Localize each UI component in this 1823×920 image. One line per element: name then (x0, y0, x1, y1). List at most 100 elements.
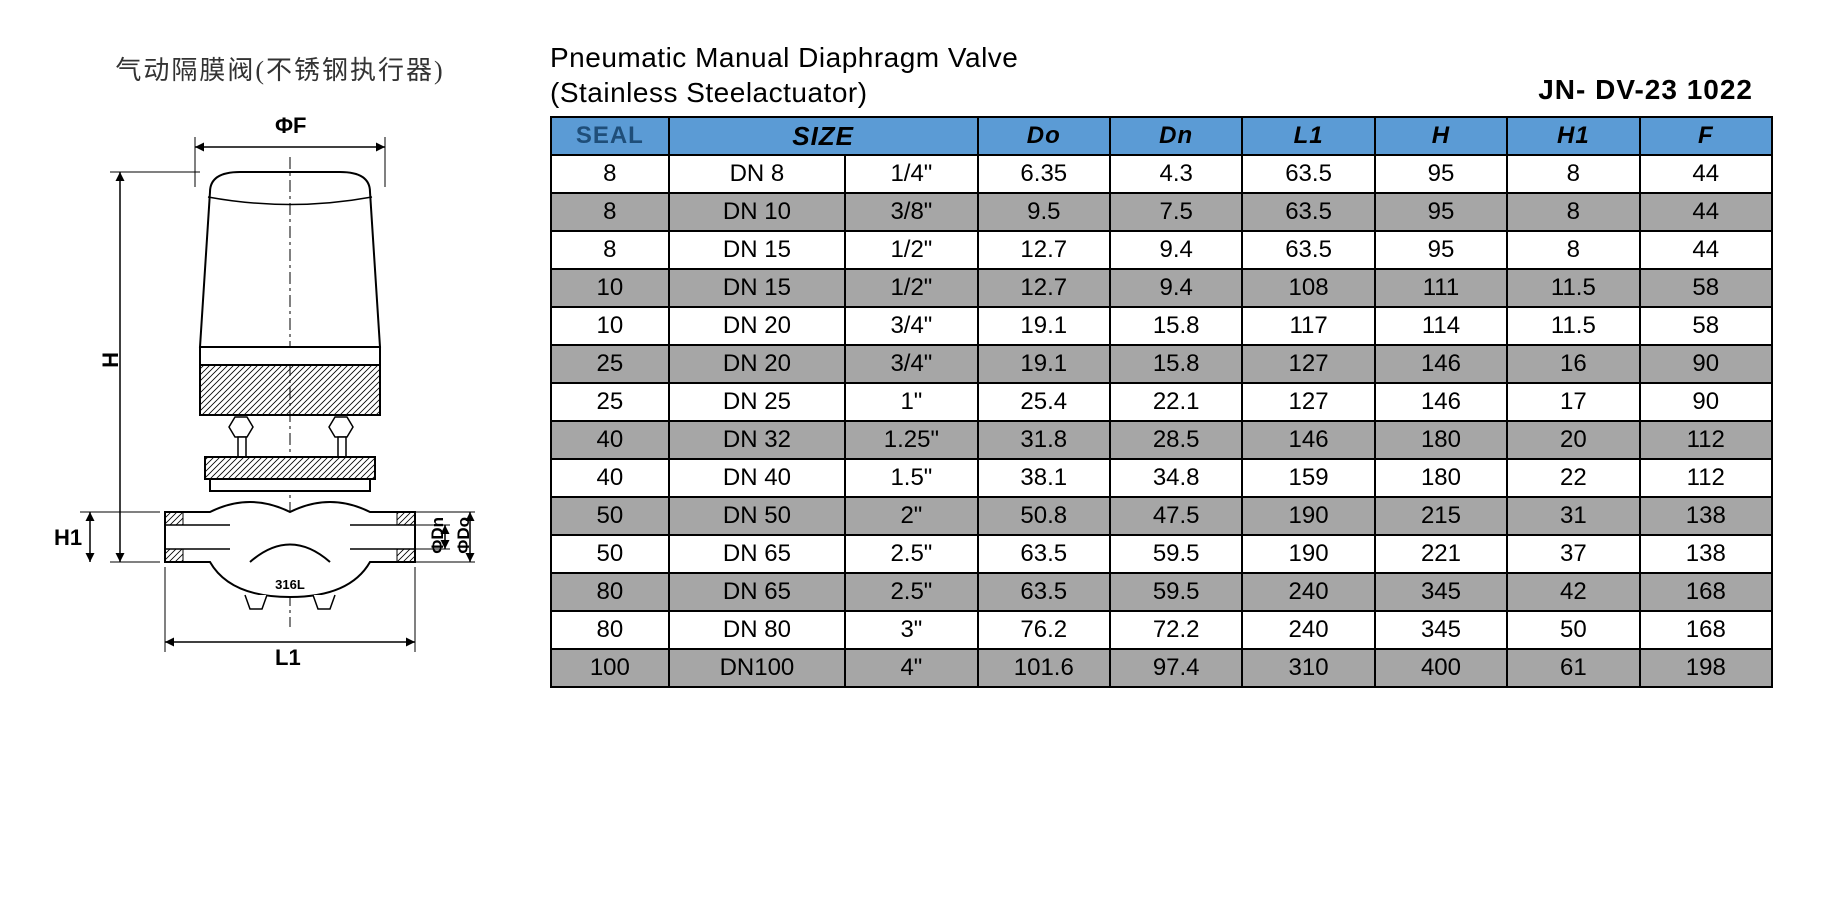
table-cell: 1/2" (845, 269, 977, 307)
table-cell: 50 (551, 497, 669, 535)
english-title: Pneumatic Manual Diaphragm Valve (Stainl… (550, 40, 1018, 110)
table-cell: 168 (1640, 573, 1772, 611)
table-cell: 9.4 (1110, 269, 1242, 307)
table-cell: 1.5" (845, 459, 977, 497)
table-cell: 12.7 (978, 269, 1110, 307)
table-cell: 400 (1375, 649, 1507, 687)
table-cell: DN 32 (669, 421, 846, 459)
table-row: 8DN 103/8"9.57.563.595844 (551, 193, 1772, 231)
table-cell: 44 (1640, 155, 1772, 193)
english-title-line1: Pneumatic Manual Diaphragm Valve (550, 42, 1018, 73)
table-cell: 80 (551, 611, 669, 649)
table-cell: 1/4" (845, 155, 977, 193)
table-cell: 7.5 (1110, 193, 1242, 231)
table-cell: 159 (1242, 459, 1374, 497)
table-row: 8DN 81/4"6.354.363.595844 (551, 155, 1772, 193)
table-cell: 25 (551, 345, 669, 383)
dim-L1: L1 (275, 645, 301, 671)
table-cell: 80 (551, 573, 669, 611)
right-column: Pneumatic Manual Diaphragm Valve (Stainl… (550, 40, 1773, 688)
table-cell: 17 (1507, 383, 1639, 421)
table-row: 80DN 803"76.272.224034550168 (551, 611, 1772, 649)
table-cell: 138 (1640, 497, 1772, 535)
table-cell: 146 (1375, 345, 1507, 383)
table-cell: 180 (1375, 421, 1507, 459)
table-cell: 11.5 (1507, 307, 1639, 345)
table-cell: 8 (1507, 155, 1639, 193)
table-row: 8DN 151/2"12.79.463.595844 (551, 231, 1772, 269)
table-cell: 111 (1375, 269, 1507, 307)
table-cell: 9.4 (1110, 231, 1242, 269)
table-cell: 9.5 (978, 193, 1110, 231)
table-cell: 10 (551, 307, 669, 345)
dim-H1: H1 (54, 525, 82, 551)
table-cell: 20 (1507, 421, 1639, 459)
table-cell: 50 (1507, 611, 1639, 649)
col-header: Dn (1110, 117, 1242, 155)
english-title-line2: (Stainless Steelactuator) (550, 77, 868, 108)
table-cell: 2" (845, 497, 977, 535)
table-cell: 59.5 (1110, 573, 1242, 611)
table-cell: 63.5 (978, 573, 1110, 611)
table-cell: 15.8 (1110, 345, 1242, 383)
col-header: H1 (1507, 117, 1639, 155)
table-cell: 76.2 (978, 611, 1110, 649)
table-cell: 61 (1507, 649, 1639, 687)
table-row: 25DN 203/4"19.115.81271461690 (551, 345, 1772, 383)
table-row: 10DN 151/2"12.79.410811111.558 (551, 269, 1772, 307)
table-cell: DN 40 (669, 459, 846, 497)
table-cell: 31 (1507, 497, 1639, 535)
table-cell: 114 (1375, 307, 1507, 345)
table-cell: 97.4 (1110, 649, 1242, 687)
table-cell: 101.6 (978, 649, 1110, 687)
table-row: 100DN1004"101.697.431040061198 (551, 649, 1772, 687)
table-cell: DN 15 (669, 231, 846, 269)
table-cell: 31.8 (978, 421, 1110, 459)
table-cell: 38.1 (978, 459, 1110, 497)
table-cell: 8 (1507, 231, 1639, 269)
table-header-block: Pneumatic Manual Diaphragm Valve (Stainl… (550, 40, 1773, 110)
table-cell: 2.5" (845, 535, 977, 573)
chinese-title: 气动隔膜阀(不锈钢执行器) (50, 50, 510, 87)
table-cell: 180 (1375, 459, 1507, 497)
col-header: SEAL (551, 117, 669, 155)
table-cell: DN 8 (669, 155, 846, 193)
table-cell: 8 (551, 231, 669, 269)
table-cell: DN 20 (669, 307, 846, 345)
table-cell: 168 (1640, 611, 1772, 649)
table-cell: 95 (1375, 155, 1507, 193)
table-cell: 3/4" (845, 307, 977, 345)
dim-phiF: ΦF (275, 113, 307, 139)
table-cell: 63.5 (1242, 193, 1374, 231)
table-cell: DN100 (669, 649, 846, 687)
table-cell: 58 (1640, 307, 1772, 345)
table-cell: 108 (1242, 269, 1374, 307)
table-cell: 50 (551, 535, 669, 573)
part-number: JN- DV-23 1022 (1538, 74, 1773, 110)
col-header: H (1375, 117, 1507, 155)
table-cell: 3/4" (845, 345, 977, 383)
table-cell: 1" (845, 383, 977, 421)
table-cell: 50.8 (978, 497, 1110, 535)
table-cell: 47.5 (1110, 497, 1242, 535)
table-cell: 37 (1507, 535, 1639, 573)
left-column: 气动隔膜阀(不锈钢执行器) (50, 40, 510, 677)
table-cell: 42 (1507, 573, 1639, 611)
table-cell: DN 80 (669, 611, 846, 649)
table-cell: 95 (1375, 231, 1507, 269)
table-cell: 28.5 (1110, 421, 1242, 459)
spec-table-body: 8DN 81/4"6.354.363.5958448DN 103/8"9.57.… (551, 155, 1772, 687)
table-cell: 44 (1640, 231, 1772, 269)
table-row: 10DN 203/4"19.115.811711411.558 (551, 307, 1772, 345)
table-cell: 25.4 (978, 383, 1110, 421)
col-header: F (1640, 117, 1772, 155)
table-header-row: SEALSIZEDoDnL1HH1F (551, 117, 1772, 155)
table-cell: 34.8 (1110, 459, 1242, 497)
table-cell: 190 (1242, 497, 1374, 535)
table-cell: 11.5 (1507, 269, 1639, 307)
table-cell: 8 (551, 155, 669, 193)
table-cell: 127 (1242, 345, 1374, 383)
table-row: 80DN 652.5"63.559.524034542168 (551, 573, 1772, 611)
table-cell: 127 (1242, 383, 1374, 421)
table-cell: 58 (1640, 269, 1772, 307)
